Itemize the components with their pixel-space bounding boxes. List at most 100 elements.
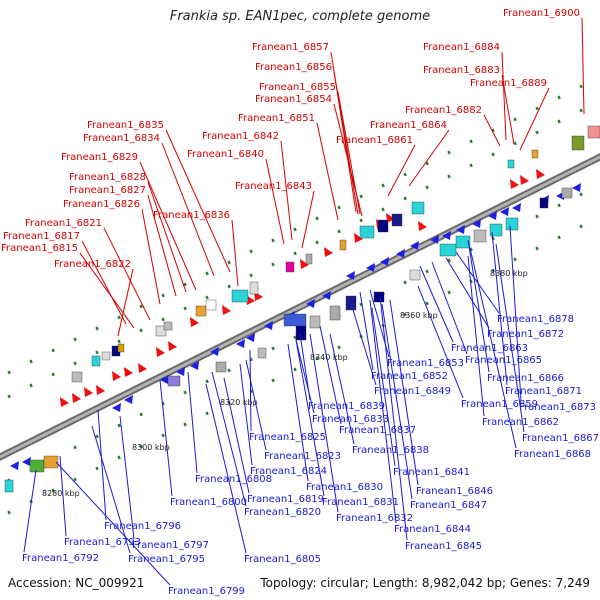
gene-label: Franean1_6852 (371, 371, 448, 382)
leader-line (381, 303, 413, 500)
gene-box (101, 351, 111, 361)
gene-box (587, 125, 600, 139)
backbone-inner (0, 155, 600, 459)
tick-mark (249, 249, 253, 254)
gene-label: Franean1_6854 (255, 94, 332, 105)
tick-mark (161, 293, 165, 298)
gene-box (455, 235, 471, 249)
leader-line (231, 219, 239, 287)
reverse-gene-arrow (246, 333, 255, 342)
gene-label: Franean1_6867 (522, 433, 599, 444)
gene-box (117, 343, 125, 353)
gene-box (163, 321, 173, 331)
tick-mark (425, 185, 429, 190)
tick-mark (513, 257, 517, 262)
gene-box (329, 305, 341, 321)
accession-text: Accession: NC_009921 (8, 576, 145, 590)
leader-line (408, 129, 450, 187)
tick-mark (403, 280, 407, 285)
genome-backbone (0, 153, 600, 461)
leader-line (97, 409, 107, 521)
forward-gene-arrow (96, 385, 105, 395)
gene-label: Franean1_6831 (322, 497, 399, 508)
reverse-gene-arrow (472, 219, 481, 228)
tick-mark (381, 183, 385, 188)
tick-mark (183, 282, 187, 287)
leader-line (119, 415, 135, 540)
reverse-gene-arrow (210, 347, 219, 356)
gene-label: Franean1_6838 (352, 445, 429, 456)
leader-line (79, 252, 135, 329)
gene-label: Franean1_6832 (336, 513, 413, 524)
tick-mark (337, 345, 341, 350)
gene-label: Franean1_6833 (312, 414, 389, 425)
reverse-gene-arrow (366, 263, 375, 272)
gene-box (205, 299, 217, 311)
gene-box (215, 361, 227, 373)
forward-gene-arrow (168, 341, 177, 351)
leader-line (349, 299, 377, 386)
gene-label: Franean1_6872 (487, 329, 564, 340)
leader-line (369, 299, 397, 524)
leader-line (467, 255, 485, 417)
tick-mark (117, 423, 121, 428)
gene-box (167, 375, 181, 387)
leader-line (319, 325, 342, 425)
bottom-gene-labels: Franean1_6878Franean1_6872Franean1_6863F… (22, 314, 599, 597)
reverse-gene-arrow (236, 339, 245, 348)
leader-line (103, 227, 151, 321)
gene-box (257, 347, 267, 359)
gene-label: Franean1_6826 (63, 199, 140, 210)
gene-box (43, 455, 59, 469)
gene-label: Franean1_6823 (264, 451, 341, 462)
gene-box (155, 325, 167, 337)
forward-gene-arrow (418, 221, 427, 231)
gene-box (561, 187, 573, 199)
leader-line (419, 265, 454, 343)
gene-label: Franean1_6820 (244, 507, 321, 518)
tick-mark (95, 326, 99, 331)
scale-labels: 8280 kbp 8300 kbp 8320 kbp 8340 kbp 8360 kbp… (42, 269, 528, 498)
forward-gene-arrow (72, 393, 81, 403)
leader-line (333, 103, 363, 217)
tick-mark (579, 192, 583, 197)
gene-label: Franean1_6792 (22, 553, 99, 564)
gene-label: Franean1_6815 (1, 243, 78, 254)
tick-mark (469, 163, 473, 168)
gene-label: Franean1_6840 (187, 149, 264, 160)
leader-line (23, 469, 37, 553)
gene-label: Franean1_6873 (519, 402, 596, 413)
gene-label: Franean1_6861 (336, 135, 413, 146)
tick-mark (205, 295, 209, 300)
tick-mark (403, 312, 407, 317)
leader-line (81, 240, 127, 325)
leader-line (141, 208, 161, 305)
leader-line (491, 231, 508, 386)
tick-mark (469, 139, 473, 144)
leader-line (295, 339, 315, 414)
tick-mark (73, 337, 77, 342)
tick-mark (315, 216, 319, 221)
leader-line (147, 194, 177, 297)
forward-gene-arrow (222, 305, 231, 315)
gene-box (71, 371, 83, 383)
gene-label: Franean1_6856 (255, 62, 332, 73)
leader-line (316, 122, 339, 221)
forward-gene-arrow (510, 179, 519, 189)
tick-mark (161, 433, 165, 438)
leader-line (239, 363, 253, 466)
reverse-gene-arrow (306, 299, 315, 308)
tick-mark (491, 268, 495, 273)
forward-gene-arrow (246, 295, 255, 305)
gene-label: Franean1_6889 (470, 78, 547, 89)
gene-label: Franean1_6842 (202, 131, 279, 142)
reverse-gene-arrow (190, 361, 199, 370)
bottom-leader-lines (23, 225, 525, 586)
leader-line (333, 71, 359, 215)
gene-label: Franean1_6845 (405, 541, 482, 552)
forward-gene-arrow (354, 233, 363, 243)
tick-mark (7, 510, 11, 515)
tick-mark (403, 196, 407, 201)
leader-line (495, 243, 525, 433)
